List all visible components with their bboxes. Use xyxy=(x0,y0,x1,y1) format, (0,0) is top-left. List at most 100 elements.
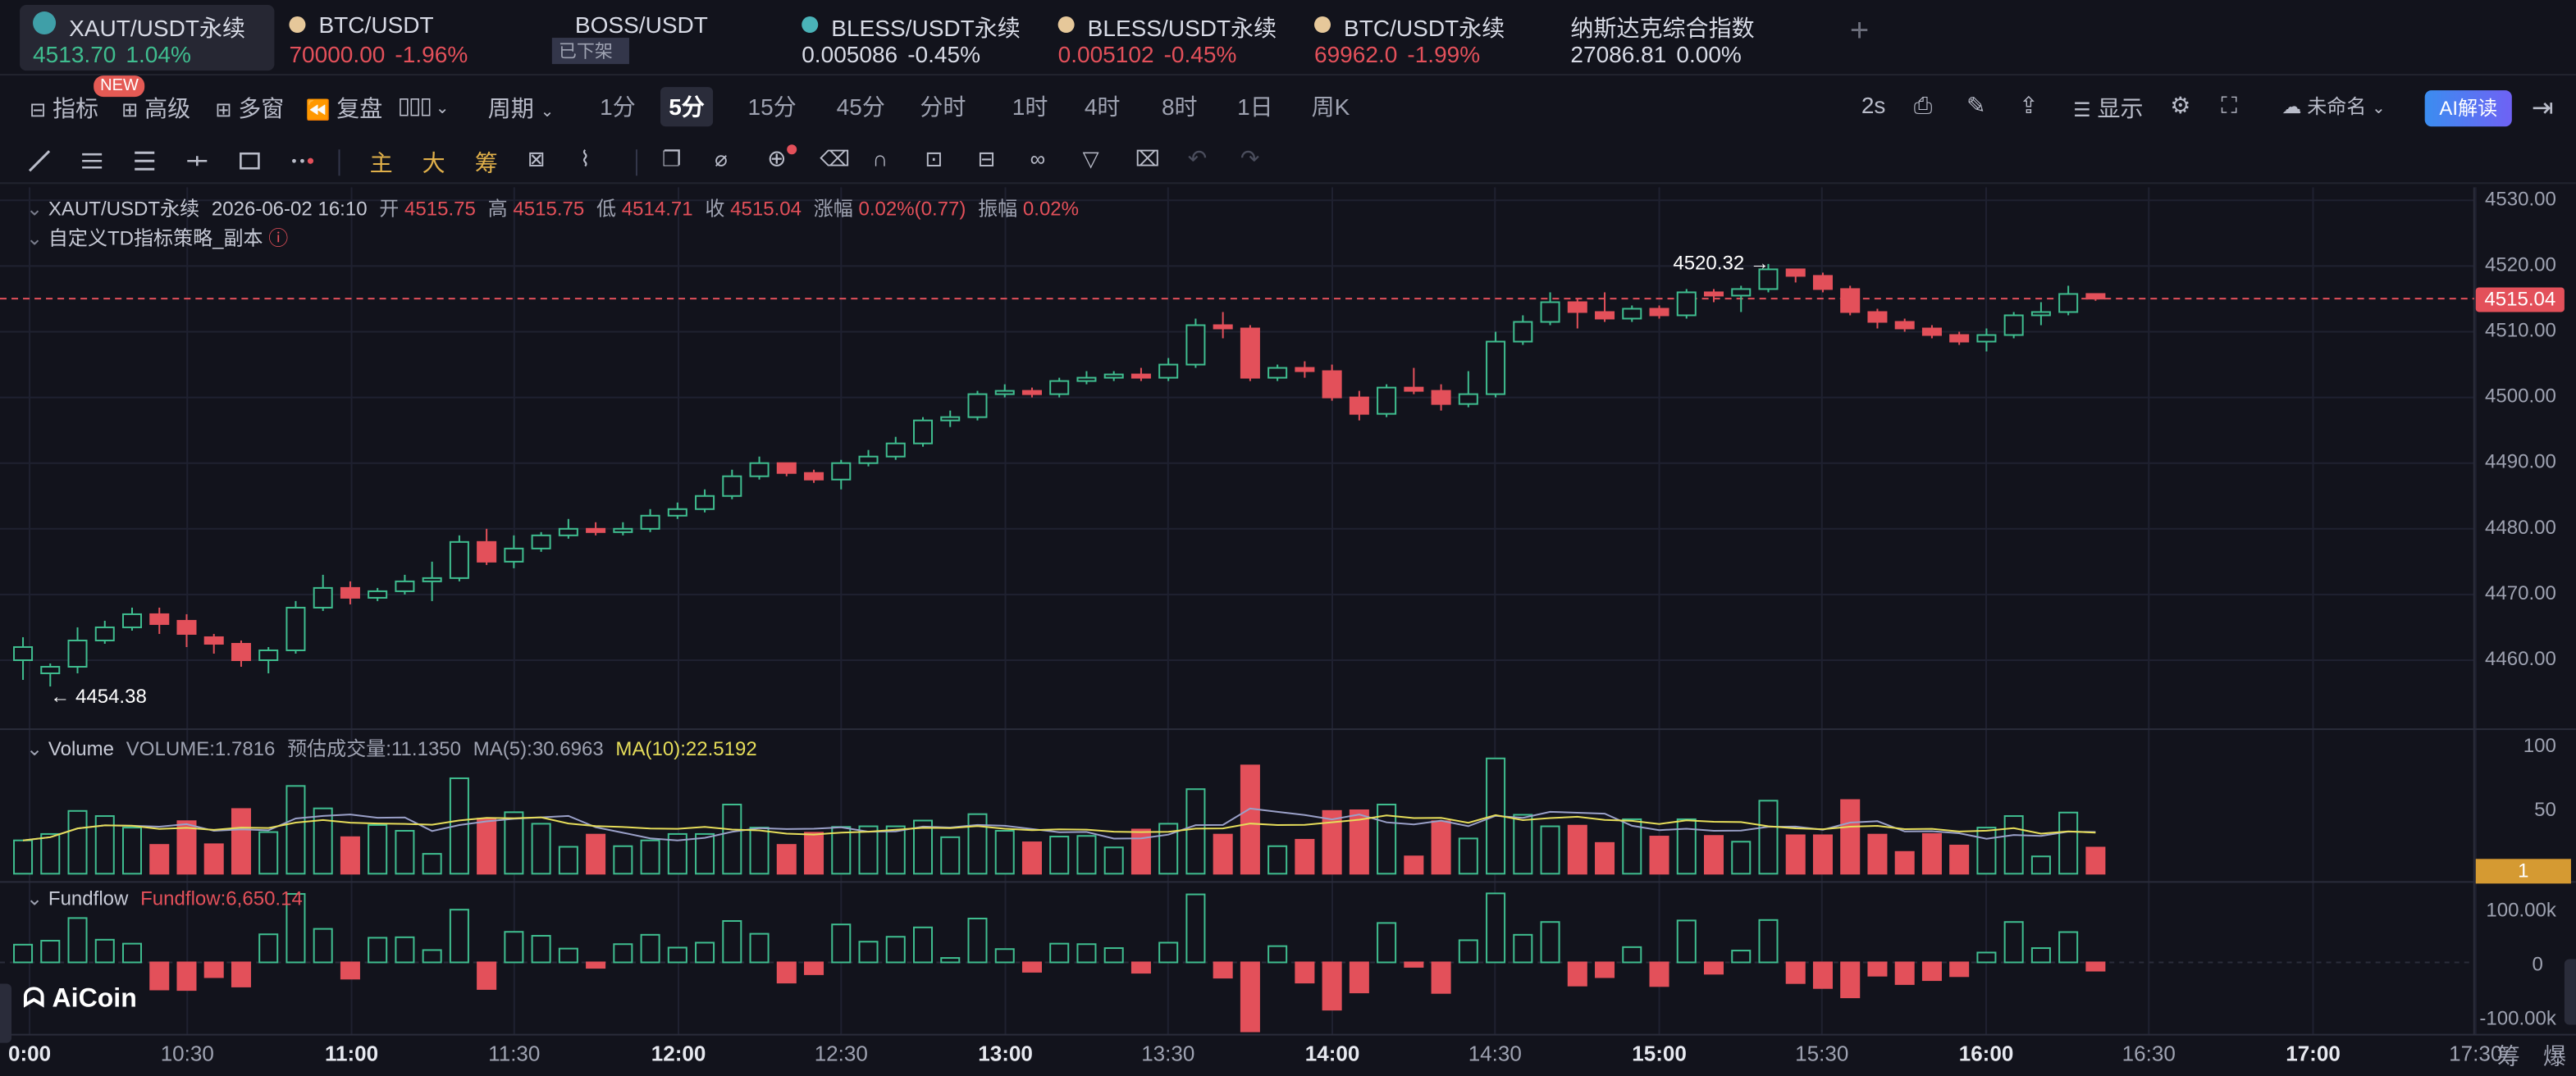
fundflow-bar xyxy=(613,943,633,964)
ticker-4[interactable]: BLESS/USDT永续 0.005102 -0.45% xyxy=(1045,5,1291,71)
volume-bar xyxy=(313,807,333,875)
more-tools-icon[interactable] xyxy=(289,148,315,174)
filter-icon[interactable]: ▽ xyxy=(1082,146,1099,171)
fullscreen-icon[interactable]: ⛶ xyxy=(2221,92,2238,119)
time-axis-label: 0:00 xyxy=(7,1041,52,1066)
chart-type-dropdown[interactable]: ▯▯▯ ⌄ xyxy=(397,92,450,120)
candle-body xyxy=(1595,311,1615,320)
volume-legend: ⌄ Volume VOLUME:1.7816 预估成交量:11.1350 MA(… xyxy=(26,734,757,762)
indicator-edit-icon[interactable]: ⊠ xyxy=(527,146,546,171)
high-marker: 4520.32 → xyxy=(1673,250,1770,274)
fundflow-bar xyxy=(804,961,824,975)
ticker-name: BTC/USDT xyxy=(318,11,434,39)
fundflow-bar xyxy=(1185,893,1206,964)
ticker-2[interactable]: BOSS/USDT 已下架 xyxy=(532,5,779,71)
replay-button[interactable]: ⏪ 复盘 xyxy=(305,92,382,125)
fundflow-value: Fundflow:6,650.14 xyxy=(140,887,303,910)
price-axis-label: 4510.00 xyxy=(2485,318,2556,342)
undo-icon[interactable]: ↶ xyxy=(1187,144,1208,171)
ticker-1[interactable]: BTC/USDT 70000.00 -1.96% xyxy=(276,5,522,71)
interval-tab[interactable]: 8时 xyxy=(1161,93,1198,121)
collapse-legend-icon[interactable]: ⌄ xyxy=(26,197,43,221)
fundflow-bar xyxy=(586,961,606,969)
warning-icon[interactable]: ⓘ xyxy=(268,226,289,250)
display-button[interactable]: ☰ 显示 xyxy=(2073,92,2143,125)
fundflow-bar xyxy=(1731,950,1752,964)
price-axis-label: 4490.00 xyxy=(2485,449,2556,473)
interval-tab[interactable]: 45分 xyxy=(836,93,885,121)
layout-dropdown[interactable]: ☁ 未命名 ⌄ xyxy=(2281,92,2385,120)
refresh-rate[interactable]: 2s xyxy=(1861,92,1886,119)
horizontal-line-icon[interactable] xyxy=(184,148,210,174)
lock-icon[interactable]: ⊡ xyxy=(925,146,943,171)
interval-tab[interactable]: 1时 xyxy=(1012,93,1048,121)
price-axis-label: 4520.00 xyxy=(2485,253,2556,276)
collapse-strategy-icon[interactable]: ⌄ xyxy=(26,226,43,250)
period-dropdown[interactable]: 周期 ⌄ xyxy=(488,92,555,125)
parallel-lines-icon[interactable] xyxy=(79,148,105,174)
low-marker: ← 4454.38 xyxy=(50,685,147,709)
zoom-icon[interactable]: ⊕ xyxy=(767,144,787,171)
chart-area[interactable]: ⌄ XAUT/USDT永续 2026-06-02 16:10 开 4515.75… xyxy=(0,187,2576,1076)
chart-canvas[interactable] xyxy=(0,187,2576,1076)
ticker-0[interactable]: XAUT/USDT永续 4513.70 1.04% xyxy=(20,5,275,71)
volume-bar xyxy=(695,832,715,875)
link-icon[interactable]: ∞ xyxy=(1030,146,1046,171)
ticker-3[interactable]: BLESS/USDT永续 0.005086 -0.45% xyxy=(788,5,1035,71)
add-ticker-icon[interactable]: + xyxy=(1849,13,1870,50)
interval-tab[interactable]: 4时 xyxy=(1084,93,1121,121)
indicator-button[interactable]: ⊟ 指标 xyxy=(30,92,98,125)
eraser-icon[interactable]: ⌫ xyxy=(820,146,851,171)
fib-icon[interactable] xyxy=(131,148,158,174)
rectangle-icon[interactable] xyxy=(236,148,263,174)
collapse-icon[interactable]: ⇥ xyxy=(2531,95,2554,124)
redo-icon[interactable]: ↷ xyxy=(1240,144,1260,171)
chip-distribution-button[interactable]: 筹 xyxy=(2496,1042,2520,1069)
copy-icon[interactable]: ❐ xyxy=(662,146,682,171)
ai-analysis-button[interactable]: AI解读 xyxy=(2424,90,2512,127)
fundflow-bar xyxy=(1949,961,1970,978)
volume-bar xyxy=(749,827,770,875)
candle-body xyxy=(613,527,633,533)
big-order-toggle[interactable]: 大 xyxy=(422,149,445,176)
multi-window-icon: ⊞ xyxy=(215,98,232,122)
fundflow-bar xyxy=(504,931,524,964)
time-axis-label: 17:30 xyxy=(2449,1041,2503,1066)
fundflow-bar xyxy=(1322,961,1342,1011)
price-value: 4513.70 xyxy=(33,41,116,68)
pencil-icon[interactable]: ✎ xyxy=(1966,92,1986,119)
template-icon[interactable]: ⊟ xyxy=(977,146,996,171)
interval-tab[interactable]: 周K xyxy=(1311,93,1350,121)
right-panel-handle[interactable] xyxy=(2564,959,2576,1025)
multi-window-button[interactable]: ⊞ 多窗 xyxy=(215,92,284,125)
liquidation-button[interactable]: 爆 xyxy=(2542,1042,2566,1069)
interval-tab[interactable]: 1分 xyxy=(600,93,636,121)
interval-tab[interactable]: 15分 xyxy=(747,93,797,121)
chip-toggle[interactable]: 筹 xyxy=(474,149,498,176)
advanced-button[interactable]: ⊞ 高级 xyxy=(121,92,190,125)
settings-icon[interactable]: ⚙ xyxy=(2170,92,2191,119)
candle-type-icon: ▯▯▯ xyxy=(397,92,432,119)
price-value: 0.005102 xyxy=(1057,41,1154,68)
share-icon[interactable]: ⇪ xyxy=(2019,92,2039,119)
interval-tab[interactable]: 5分 xyxy=(660,87,714,127)
ticker-6[interactable]: 纳斯达克综合指数 27086.81 0.00% xyxy=(1557,5,1820,71)
collapse-volume-icon[interactable]: ⌄ xyxy=(26,737,43,761)
volume-ma5: MA(5):30.6963 xyxy=(473,737,604,761)
strategy-name[interactable]: 自定义TD指标策略_副本 xyxy=(48,226,263,250)
candle-body xyxy=(1049,380,1070,395)
trend-line-icon[interactable] xyxy=(26,148,53,174)
main-chart-toggle[interactable]: 主 xyxy=(369,149,393,176)
magnet-icon[interactable]: ∩ xyxy=(872,146,888,171)
trash-icon[interactable]: ⌧ xyxy=(1135,146,1160,171)
ruler-icon[interactable]: ⌀ xyxy=(715,146,728,171)
side-panel-handle[interactable] xyxy=(0,983,12,1043)
ticker-5[interactable]: BTC/USDT永续 69962.0 -1.99% xyxy=(1301,5,1547,71)
brush-icon[interactable]: ⌇ xyxy=(579,146,591,171)
interval-tab[interactable]: 1日 xyxy=(1237,93,1273,121)
collapse-fundflow-icon[interactable]: ⌄ xyxy=(26,887,43,910)
interval-tab[interactable]: 分时 xyxy=(920,93,966,121)
camera-icon[interactable]: ⎙ xyxy=(1913,92,1933,119)
volume-bar xyxy=(1785,834,1806,875)
